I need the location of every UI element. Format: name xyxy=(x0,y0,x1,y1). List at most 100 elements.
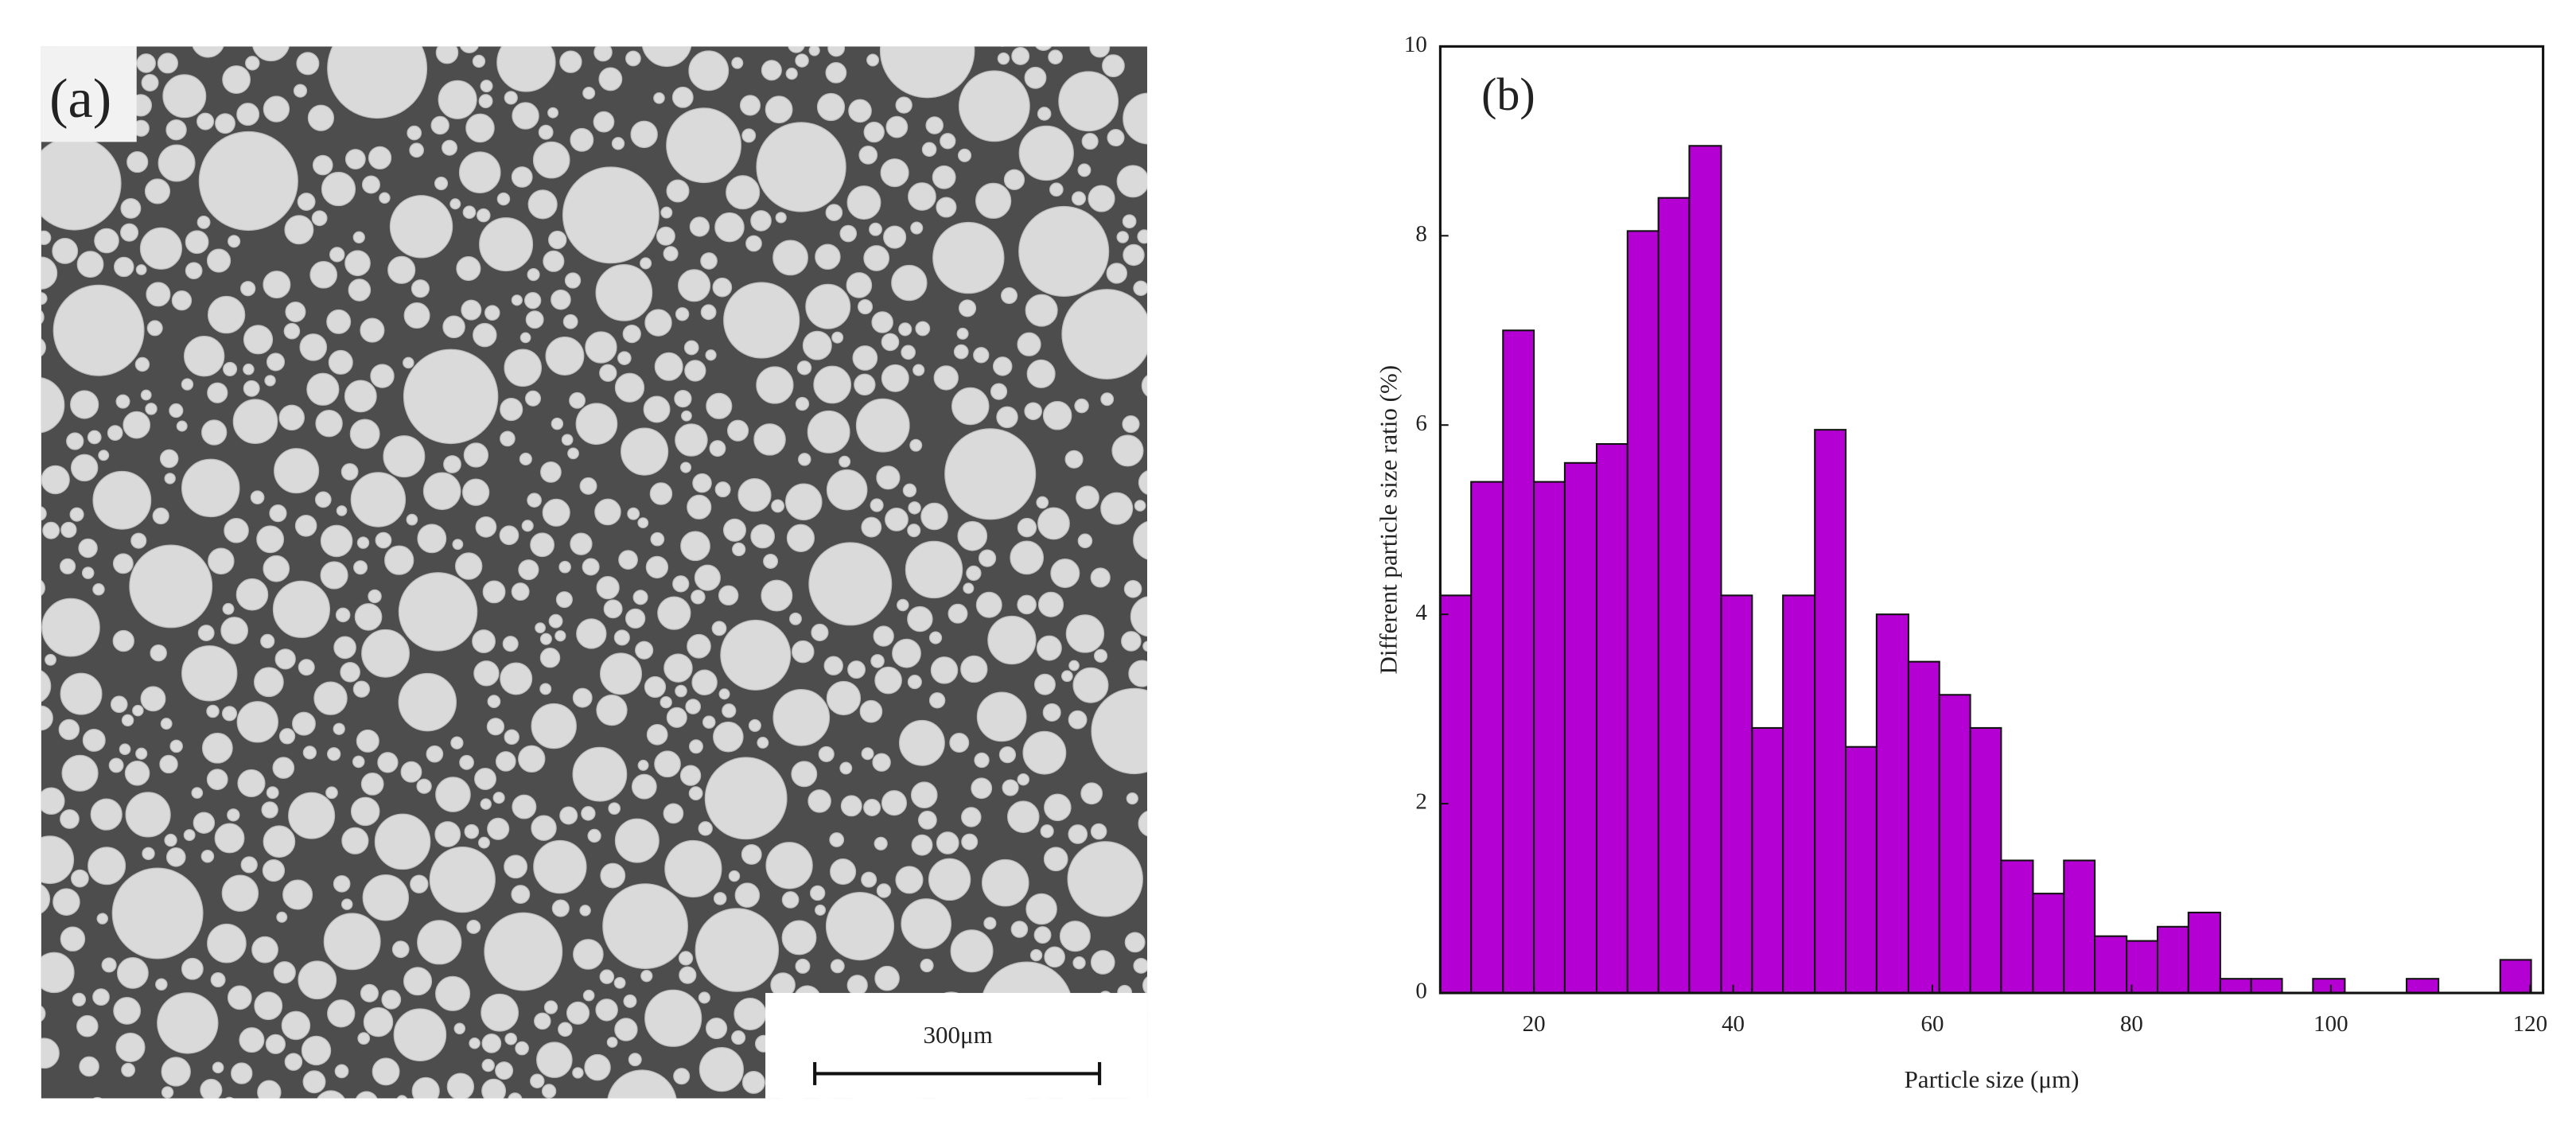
particle xyxy=(826,469,868,511)
particle xyxy=(910,221,924,235)
particle xyxy=(469,1037,481,1049)
particle xyxy=(548,613,563,629)
particle xyxy=(356,536,370,549)
particle xyxy=(500,430,516,447)
particle xyxy=(360,773,384,796)
particle xyxy=(59,558,76,574)
particle xyxy=(657,596,691,630)
particle xyxy=(1024,66,1047,89)
particle xyxy=(220,617,249,644)
particle xyxy=(881,333,900,352)
particle xyxy=(750,210,772,232)
particle xyxy=(532,141,570,179)
particle xyxy=(328,349,353,375)
particle xyxy=(1000,286,1018,305)
particle xyxy=(472,629,496,654)
particle xyxy=(375,531,392,549)
particle xyxy=(285,301,306,322)
particle xyxy=(831,331,844,344)
bar xyxy=(1845,745,1878,995)
particle xyxy=(1116,231,1130,243)
particle xyxy=(407,125,422,141)
particle xyxy=(340,898,353,910)
particle xyxy=(987,615,1037,665)
particle xyxy=(846,975,868,996)
bar xyxy=(2000,859,2034,995)
particle xyxy=(1090,950,1115,975)
particle xyxy=(422,472,461,511)
particle xyxy=(582,86,596,100)
bar xyxy=(1969,726,2002,995)
particle xyxy=(572,687,593,708)
particle xyxy=(171,290,193,311)
particle xyxy=(389,195,453,259)
particle xyxy=(599,969,615,984)
particle xyxy=(119,223,139,242)
particle xyxy=(429,846,496,913)
particle xyxy=(714,481,731,498)
particle xyxy=(692,473,712,493)
particle xyxy=(1100,492,1134,525)
particle xyxy=(930,656,959,684)
particle xyxy=(417,524,447,554)
particle xyxy=(997,52,1010,65)
particle xyxy=(121,1062,136,1077)
particle xyxy=(400,761,422,783)
particle xyxy=(859,699,883,723)
particle xyxy=(688,50,730,91)
particle xyxy=(603,599,623,619)
particle xyxy=(323,913,381,971)
particle xyxy=(718,688,730,700)
particle xyxy=(674,390,692,408)
particle xyxy=(1068,710,1088,730)
particle xyxy=(825,892,895,961)
particle xyxy=(228,235,241,248)
particle xyxy=(925,116,944,134)
particle xyxy=(791,761,818,788)
particle xyxy=(1029,948,1043,962)
particle xyxy=(675,423,708,457)
particle xyxy=(915,321,931,337)
particle xyxy=(370,364,395,388)
particle xyxy=(596,694,628,726)
particle xyxy=(933,365,959,391)
particle xyxy=(910,781,938,809)
particle xyxy=(113,256,134,278)
particle xyxy=(646,723,668,745)
particle xyxy=(745,235,762,252)
particle xyxy=(858,145,878,165)
particle xyxy=(333,875,351,893)
particle xyxy=(863,245,890,271)
particle xyxy=(872,753,891,772)
particle xyxy=(363,1006,394,1037)
particle xyxy=(231,1062,253,1084)
particle xyxy=(348,278,372,302)
particle xyxy=(1074,398,1089,414)
particle xyxy=(861,871,877,888)
particle xyxy=(192,46,224,58)
particle xyxy=(974,752,990,769)
particle xyxy=(282,879,313,910)
particle xyxy=(1068,824,1088,844)
particle xyxy=(564,272,582,289)
particle xyxy=(466,920,481,934)
particle xyxy=(870,654,885,668)
particle xyxy=(458,151,501,194)
particle xyxy=(949,733,970,753)
particle xyxy=(761,60,782,81)
particle xyxy=(181,378,194,391)
particle xyxy=(41,309,45,325)
particle xyxy=(901,898,952,949)
particle xyxy=(476,208,491,223)
particle xyxy=(688,739,703,754)
particle xyxy=(435,777,471,812)
particle xyxy=(748,718,761,732)
particle xyxy=(788,46,805,53)
particle xyxy=(1043,847,1068,872)
particle xyxy=(1142,976,1148,995)
particle xyxy=(540,461,562,483)
particle xyxy=(1036,496,1049,509)
particle xyxy=(1025,893,1057,925)
particle xyxy=(920,958,934,973)
particle xyxy=(599,364,617,382)
